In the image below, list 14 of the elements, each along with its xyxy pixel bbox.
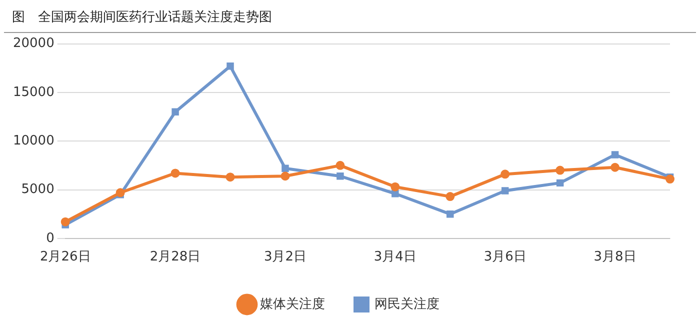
legend-label: 媒体关注度 (260, 296, 325, 312)
chart-title: 图 全国两会期间医药行业话题关注度走势图 (4, 0, 696, 33)
x-tick-label: 2月26日 (40, 250, 91, 265)
y-tick-label: 20000 (12, 36, 54, 52)
x-tick-label: 3月2日 (264, 250, 306, 265)
x-tick-label: 3月8日 (594, 250, 636, 265)
x-tick-label: 2月28日 (150, 250, 201, 265)
y-tick-label: 10000 (12, 133, 54, 148)
x-tick-label: 3月4日 (374, 250, 416, 265)
x-tick-label: 3月6日 (484, 250, 526, 265)
y-tick-label: 0 (46, 230, 54, 246)
legend-label: 网民关注度 (374, 296, 440, 312)
y-tick-label: 5000 (21, 182, 54, 198)
y-tick-label: 15000 (12, 84, 54, 100)
